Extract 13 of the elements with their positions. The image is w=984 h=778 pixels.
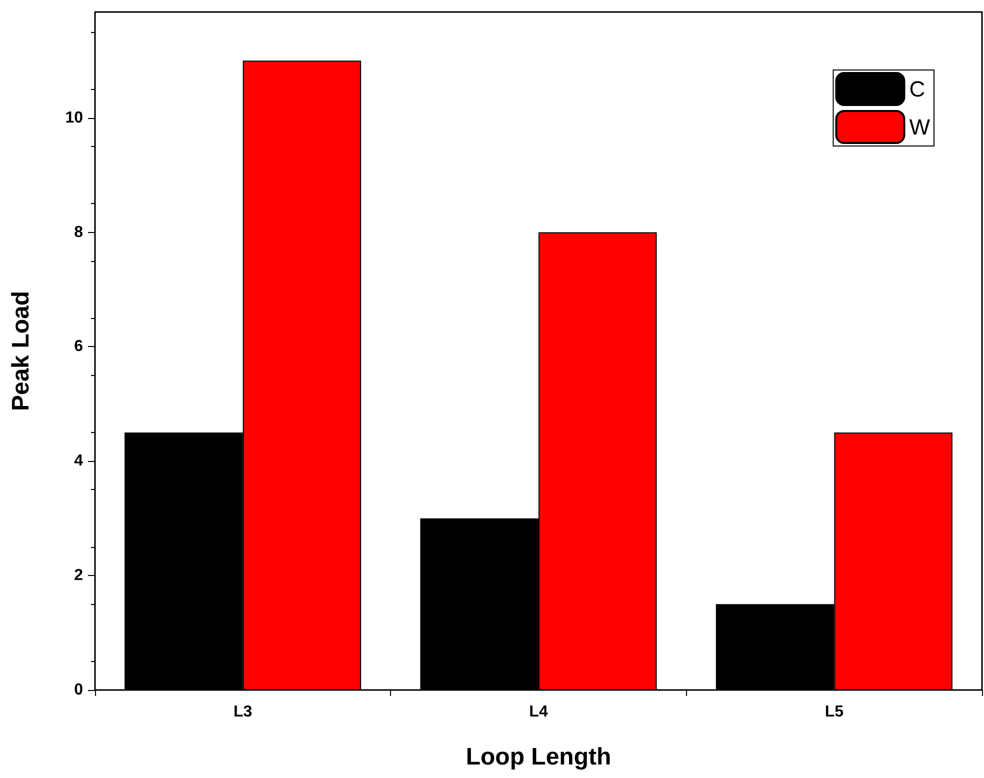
x-tick-label: L5	[824, 704, 844, 720]
y-axis-title: Peak Load	[8, 290, 34, 412]
y-tick-label: 10	[65, 109, 84, 126]
x-axis-title: Loop Length	[466, 744, 612, 770]
legend-label: W	[909, 114, 930, 140]
legend-label: C	[909, 76, 926, 102]
x-tick-label: L4	[529, 704, 548, 720]
x-tick-label: L3	[233, 704, 252, 720]
y-tick-label: 4	[74, 452, 84, 470]
y-tick-label: 6	[74, 338, 84, 356]
y-tick-label: 8	[74, 224, 84, 241]
y-tick-label: 0	[74, 682, 84, 698]
y-tick-label: 2	[74, 567, 84, 584]
